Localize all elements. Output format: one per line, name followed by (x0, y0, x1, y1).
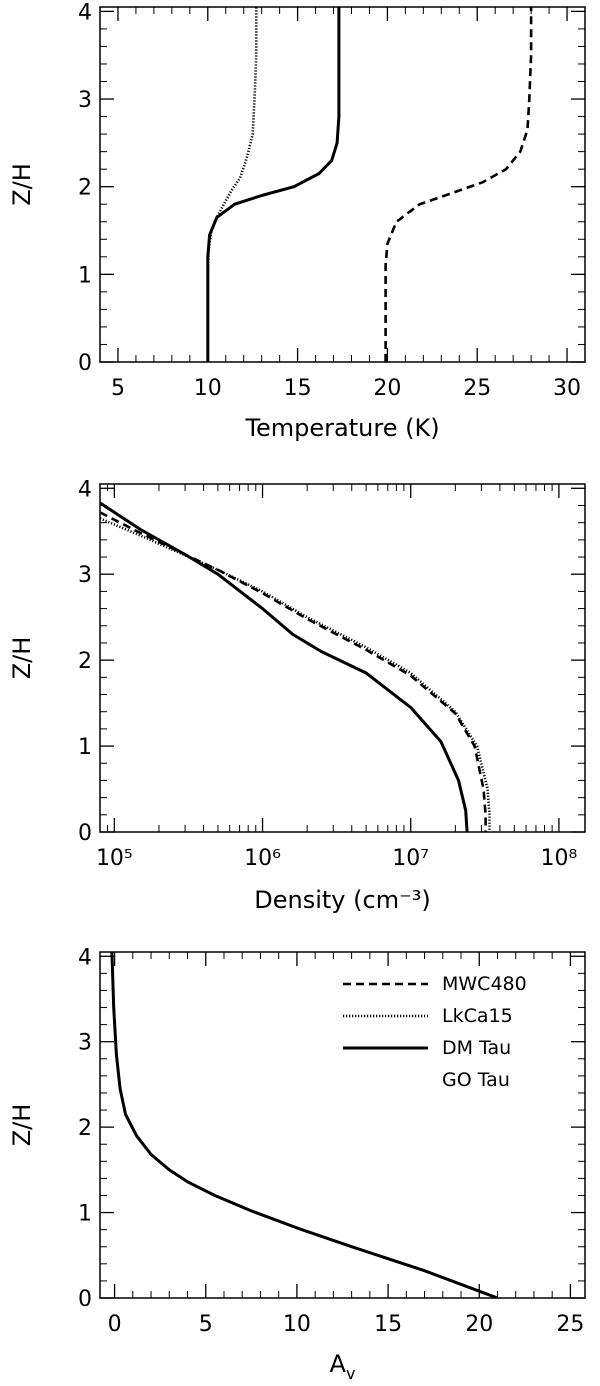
series-line-dotted (100, 517, 491, 832)
legend: MWC480 LkCa15 DM Tau GO Tau (343, 973, 527, 1091)
series-line-solid (110, 952, 499, 1298)
panel-2: 10⁵ 10⁶ 10⁷ 10⁸ 0 1 2 3 4 Z/H Density (cm⁻³) (8, 477, 586, 914)
y-axis-label: Z/H (8, 163, 36, 206)
series-line-dotted (110, 952, 498, 1298)
y-tick-label: 0 (78, 1287, 92, 1312)
series-line-solid (206, 7, 341, 362)
y-tick-label: 1 (78, 263, 92, 288)
x-tick-label: 15 (284, 376, 312, 401)
panel-3: 0 5 10 15 20 25 0 1 2 3 4 Z/H Av MWC480 LkCa15 DM Tau GO… (8, 945, 586, 1383)
series-line-dashed (100, 511, 487, 832)
y-tick-label: 3 (78, 563, 92, 588)
x-tick-label: 10⁷ (392, 846, 429, 871)
y-tick-label: 4 (78, 0, 92, 25)
x-axis-label: Av (330, 1350, 356, 1383)
x-axis-label: Density (cm⁻³) (254, 886, 430, 914)
plot-frame (99, 951, 586, 1299)
series-line-dashed (384, 7, 533, 362)
x-tick-label: 10 (194, 376, 222, 401)
y-tick-label: 3 (78, 1031, 92, 1056)
x-tick-label: 10⁸ (540, 846, 577, 871)
legend-label: MWC480 (442, 973, 527, 995)
x-tick-label: 10⁵ (96, 846, 133, 871)
y-axis-label: Z/H (8, 1104, 36, 1147)
y-tick-label: 2 (78, 649, 92, 674)
y-axis-label: Z/H (8, 637, 36, 680)
x-tick-label: 0 (108, 1312, 122, 1337)
x-tick-label: 10⁶ (244, 846, 281, 871)
y-tick-label: 2 (78, 1116, 92, 1141)
legend-label: DM Tau (442, 1037, 511, 1059)
series-line-dotted (206, 7, 258, 362)
plot-frame (99, 483, 586, 833)
y-tick-label: 3 (78, 88, 92, 113)
x-tick-label: 25 (556, 1312, 584, 1337)
y-tick-label: 1 (78, 1202, 92, 1227)
x-tick-label: 25 (463, 376, 491, 401)
legend-label: GO Tau (442, 1069, 510, 1091)
y-tick-label: 0 (78, 821, 92, 846)
x-tick-label: 30 (553, 376, 581, 401)
plot-frame (99, 6, 586, 363)
panel-1: 5 10 15 20 25 30 0 1 2 3 4 Z/H Temperature (K) (8, 0, 586, 442)
y-tick-label: 4 (78, 945, 92, 970)
y-tick-label: 0 (78, 351, 92, 376)
x-tick-label: 15 (374, 1312, 402, 1337)
y-tick-label: 2 (78, 176, 92, 201)
series-line-solid (100, 501, 469, 832)
y-tick-label: 4 (78, 477, 92, 502)
legend-label: LkCa15 (442, 1005, 513, 1027)
x-tick-label: 5 (199, 1312, 213, 1337)
x-axis-label: Temperature (K) (244, 414, 439, 442)
x-tick-label: 5 (111, 376, 125, 401)
y-tick-label: 1 (78, 735, 92, 760)
x-tick-label: 20 (373, 376, 401, 401)
x-tick-label: 20 (465, 1312, 493, 1337)
x-tick-label: 10 (283, 1312, 311, 1337)
